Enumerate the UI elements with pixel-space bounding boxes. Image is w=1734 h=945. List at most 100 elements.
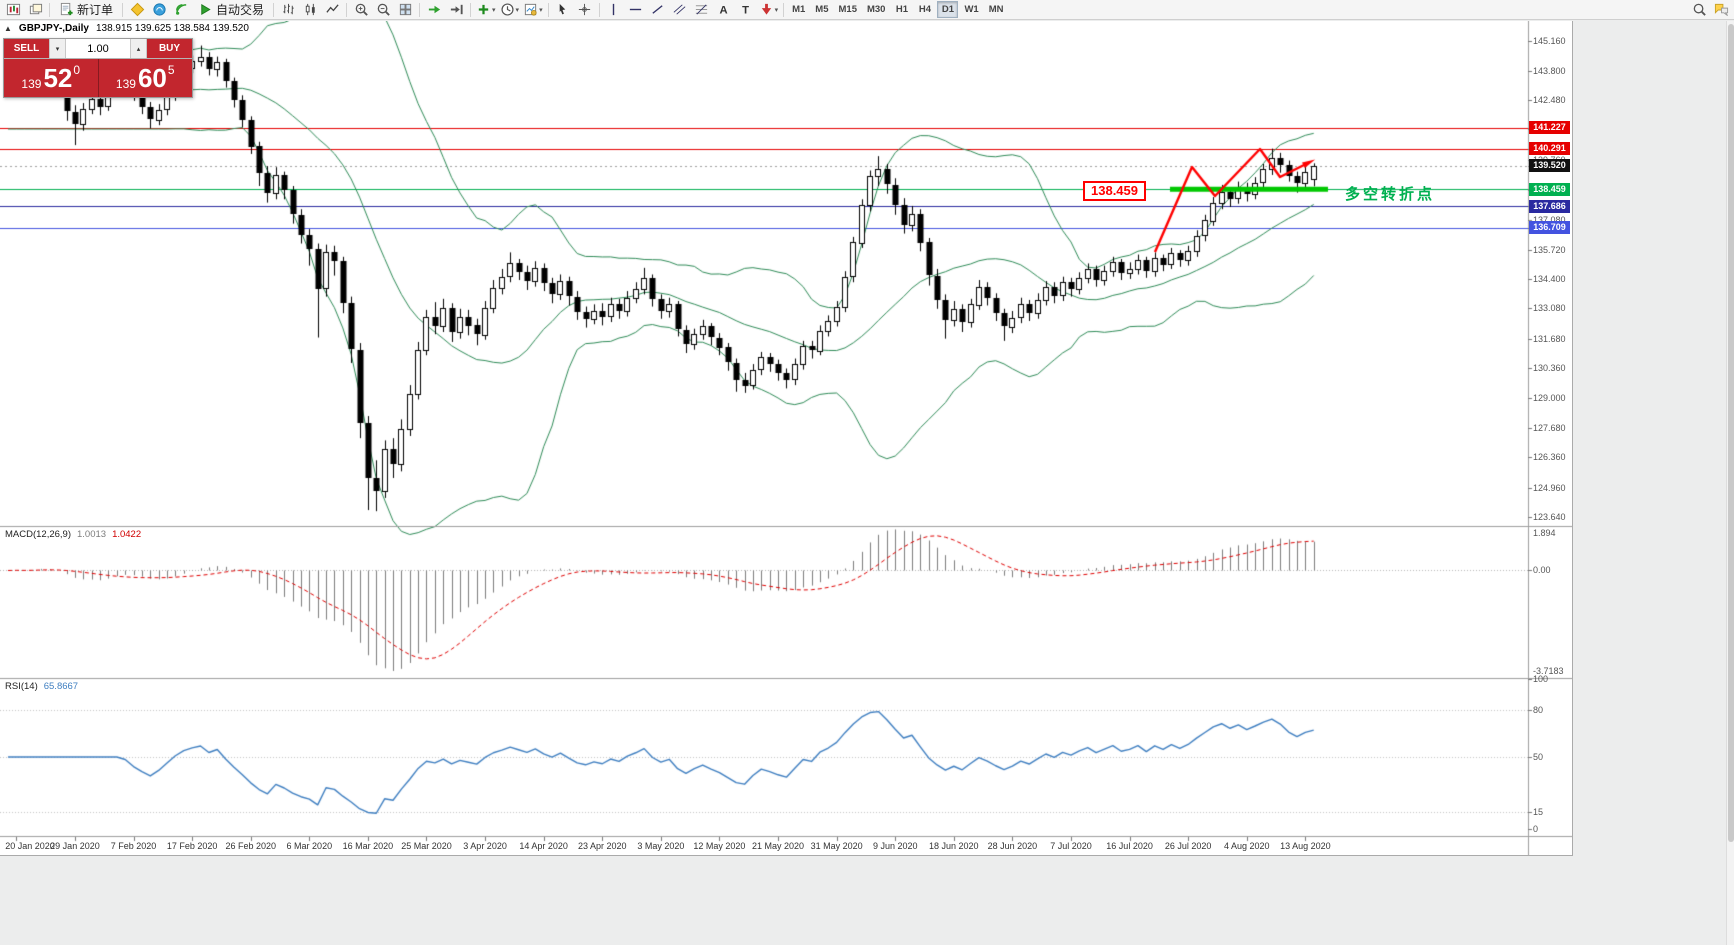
trendline-icon xyxy=(650,2,665,17)
buy-price-panel[interactable]: 139 60 5 xyxy=(98,59,192,97)
vertical-scrollbar[interactable] xyxy=(1726,21,1734,945)
rsi-indicator-label: RSI(14) 65.8667 xyxy=(5,681,78,692)
oct-collapse-icon[interactable]: ▲ xyxy=(4,24,12,33)
signals-icon xyxy=(174,2,189,17)
timeframe-m1-button[interactable]: M1 xyxy=(788,1,809,18)
tile-windows-button[interactable] xyxy=(394,1,416,19)
zoom-out-icon xyxy=(376,2,391,17)
chart-shift-button[interactable] xyxy=(445,1,467,19)
svg-text:A: A xyxy=(720,4,728,16)
ask-point: 5 xyxy=(167,63,175,77)
periods-icon xyxy=(500,2,515,17)
buy-button[interactable]: BUY xyxy=(147,39,192,58)
timeframe-w1-button[interactable]: W1 xyxy=(960,1,982,18)
community-button[interactable] xyxy=(1710,1,1732,19)
volume-increase-button[interactable]: ▴ xyxy=(130,39,147,58)
turning-point-label[interactable]: 多空转折点 xyxy=(1345,186,1436,203)
market-button[interactable] xyxy=(148,1,170,19)
workspace-background-bottom xyxy=(0,856,1573,945)
line-chart-button[interactable] xyxy=(321,1,343,19)
fibonacci-icon xyxy=(694,2,709,17)
toolbar: 新订单 自动交易 ▾ ▾ ▾ A T ▾ M1 M5 M15 M30 H1 H4 D1 W1 MN xyxy=(0,0,1734,20)
candlestick-chart-button[interactable] xyxy=(299,1,321,19)
rsi-title: RSI(14) xyxy=(5,681,38,692)
timeframe-mn-button[interactable]: MN xyxy=(985,1,1008,18)
toolbar-separator xyxy=(783,2,785,17)
horizontal-line-button[interactable] xyxy=(625,1,647,19)
timeframe-m30-button[interactable]: M30 xyxy=(863,1,889,18)
macd-indicator-label: MACD(12,26,9) 1.0013 1.0422 xyxy=(5,529,141,540)
crosshair-icon xyxy=(577,2,592,17)
autotrading-icon xyxy=(198,2,213,17)
indicators-button[interactable]: ▾ xyxy=(474,1,498,19)
new-order-button[interactable]: 新订单 xyxy=(53,1,119,19)
new-chart-button[interactable] xyxy=(2,1,24,19)
market-icon xyxy=(152,2,167,17)
timeframe-h4-button[interactable]: H4 xyxy=(914,1,935,18)
channel-icon xyxy=(672,2,687,17)
toolbar-separator xyxy=(346,2,348,17)
cursor-icon xyxy=(555,2,570,17)
bid-pips: 52 xyxy=(43,63,73,93)
community-icon xyxy=(1714,2,1729,17)
hline-icon xyxy=(628,2,643,17)
bid-point: 0 xyxy=(73,63,81,77)
toolbar-separator xyxy=(470,2,472,17)
sell-button[interactable]: SELL xyxy=(4,39,49,58)
metaeditor-button[interactable] xyxy=(126,1,148,19)
macd-title: MACD(12,26,9) xyxy=(5,529,71,540)
autotrading-button[interactable]: 自动交易 xyxy=(192,1,270,19)
bar-chart-button[interactable] xyxy=(277,1,299,19)
price-chart-canvas[interactable] xyxy=(0,21,1572,855)
indicators-icon xyxy=(476,2,491,17)
quote-line: ▲ GBPJPY-,Daily 138.915 139.625 138.584 … xyxy=(4,23,249,34)
label-button[interactable]: T xyxy=(735,1,757,19)
channel-button[interactable] xyxy=(669,1,691,19)
timeframe-m15-button[interactable]: M15 xyxy=(835,1,861,18)
chart-window: 145.160 143.800 142.480 141.160 139.760 138.4… xyxy=(0,21,1573,856)
sell-price-panel[interactable]: 139 52 0 xyxy=(4,59,99,97)
new-order-icon xyxy=(59,2,74,17)
crosshair-button[interactable] xyxy=(574,1,596,19)
search-button[interactable] xyxy=(1688,1,1710,19)
bid-main: 139 xyxy=(21,77,42,91)
zoom-out-button[interactable] xyxy=(372,1,394,19)
new-chart-icon xyxy=(6,2,21,17)
templates-button[interactable]: ▾ xyxy=(521,1,545,19)
signals-button[interactable] xyxy=(170,1,192,19)
ask-pips: 60 xyxy=(137,63,167,93)
cursor-button[interactable] xyxy=(552,1,574,19)
timeframe-m5-button[interactable]: M5 xyxy=(811,1,832,18)
profiles-icon xyxy=(28,2,43,17)
ohlc-values: 138.915 139.625 138.584 139.520 xyxy=(95,23,249,34)
candle-chart-icon xyxy=(303,2,318,17)
metaeditor-icon xyxy=(130,2,145,17)
search-icon xyxy=(1692,2,1707,17)
timeframe-h1-button[interactable]: H1 xyxy=(891,1,912,18)
volume-decrease-button[interactable]: ▾ xyxy=(49,39,66,58)
text-button[interactable]: A xyxy=(713,1,735,19)
toolbar-separator xyxy=(49,2,50,17)
trendline-button[interactable] xyxy=(647,1,669,19)
volume-input[interactable] xyxy=(66,39,130,58)
one-click-trading-panel: SELL ▾ ▴ BUY 139 52 0 139 60 5 xyxy=(3,38,193,98)
zoom-in-button[interactable] xyxy=(350,1,372,19)
auto-scroll-button[interactable] xyxy=(423,1,445,19)
scrollbar-thumb[interactable] xyxy=(1728,24,1734,842)
symbol-period-label: GBPJPY-,Daily xyxy=(18,23,89,34)
price-callout[interactable]: 138.459 xyxy=(1083,181,1146,201)
templates-icon xyxy=(523,2,538,17)
workspace-background-right xyxy=(1573,21,1726,945)
periods-button[interactable]: ▾ xyxy=(498,1,522,19)
macd-main-value: 1.0013 xyxy=(77,529,107,540)
text-icon: A xyxy=(716,2,731,17)
vertical-line-button[interactable] xyxy=(603,1,625,19)
timeframe-d1-button[interactable]: D1 xyxy=(937,1,959,18)
profiles-button[interactable] xyxy=(24,1,46,19)
toolbar-separator xyxy=(547,2,549,17)
shapes-button[interactable]: ▾ xyxy=(757,1,781,19)
chevron-up-icon: ▴ xyxy=(136,45,141,53)
fibonacci-button[interactable] xyxy=(691,1,713,19)
bar-chart-icon xyxy=(281,2,296,17)
